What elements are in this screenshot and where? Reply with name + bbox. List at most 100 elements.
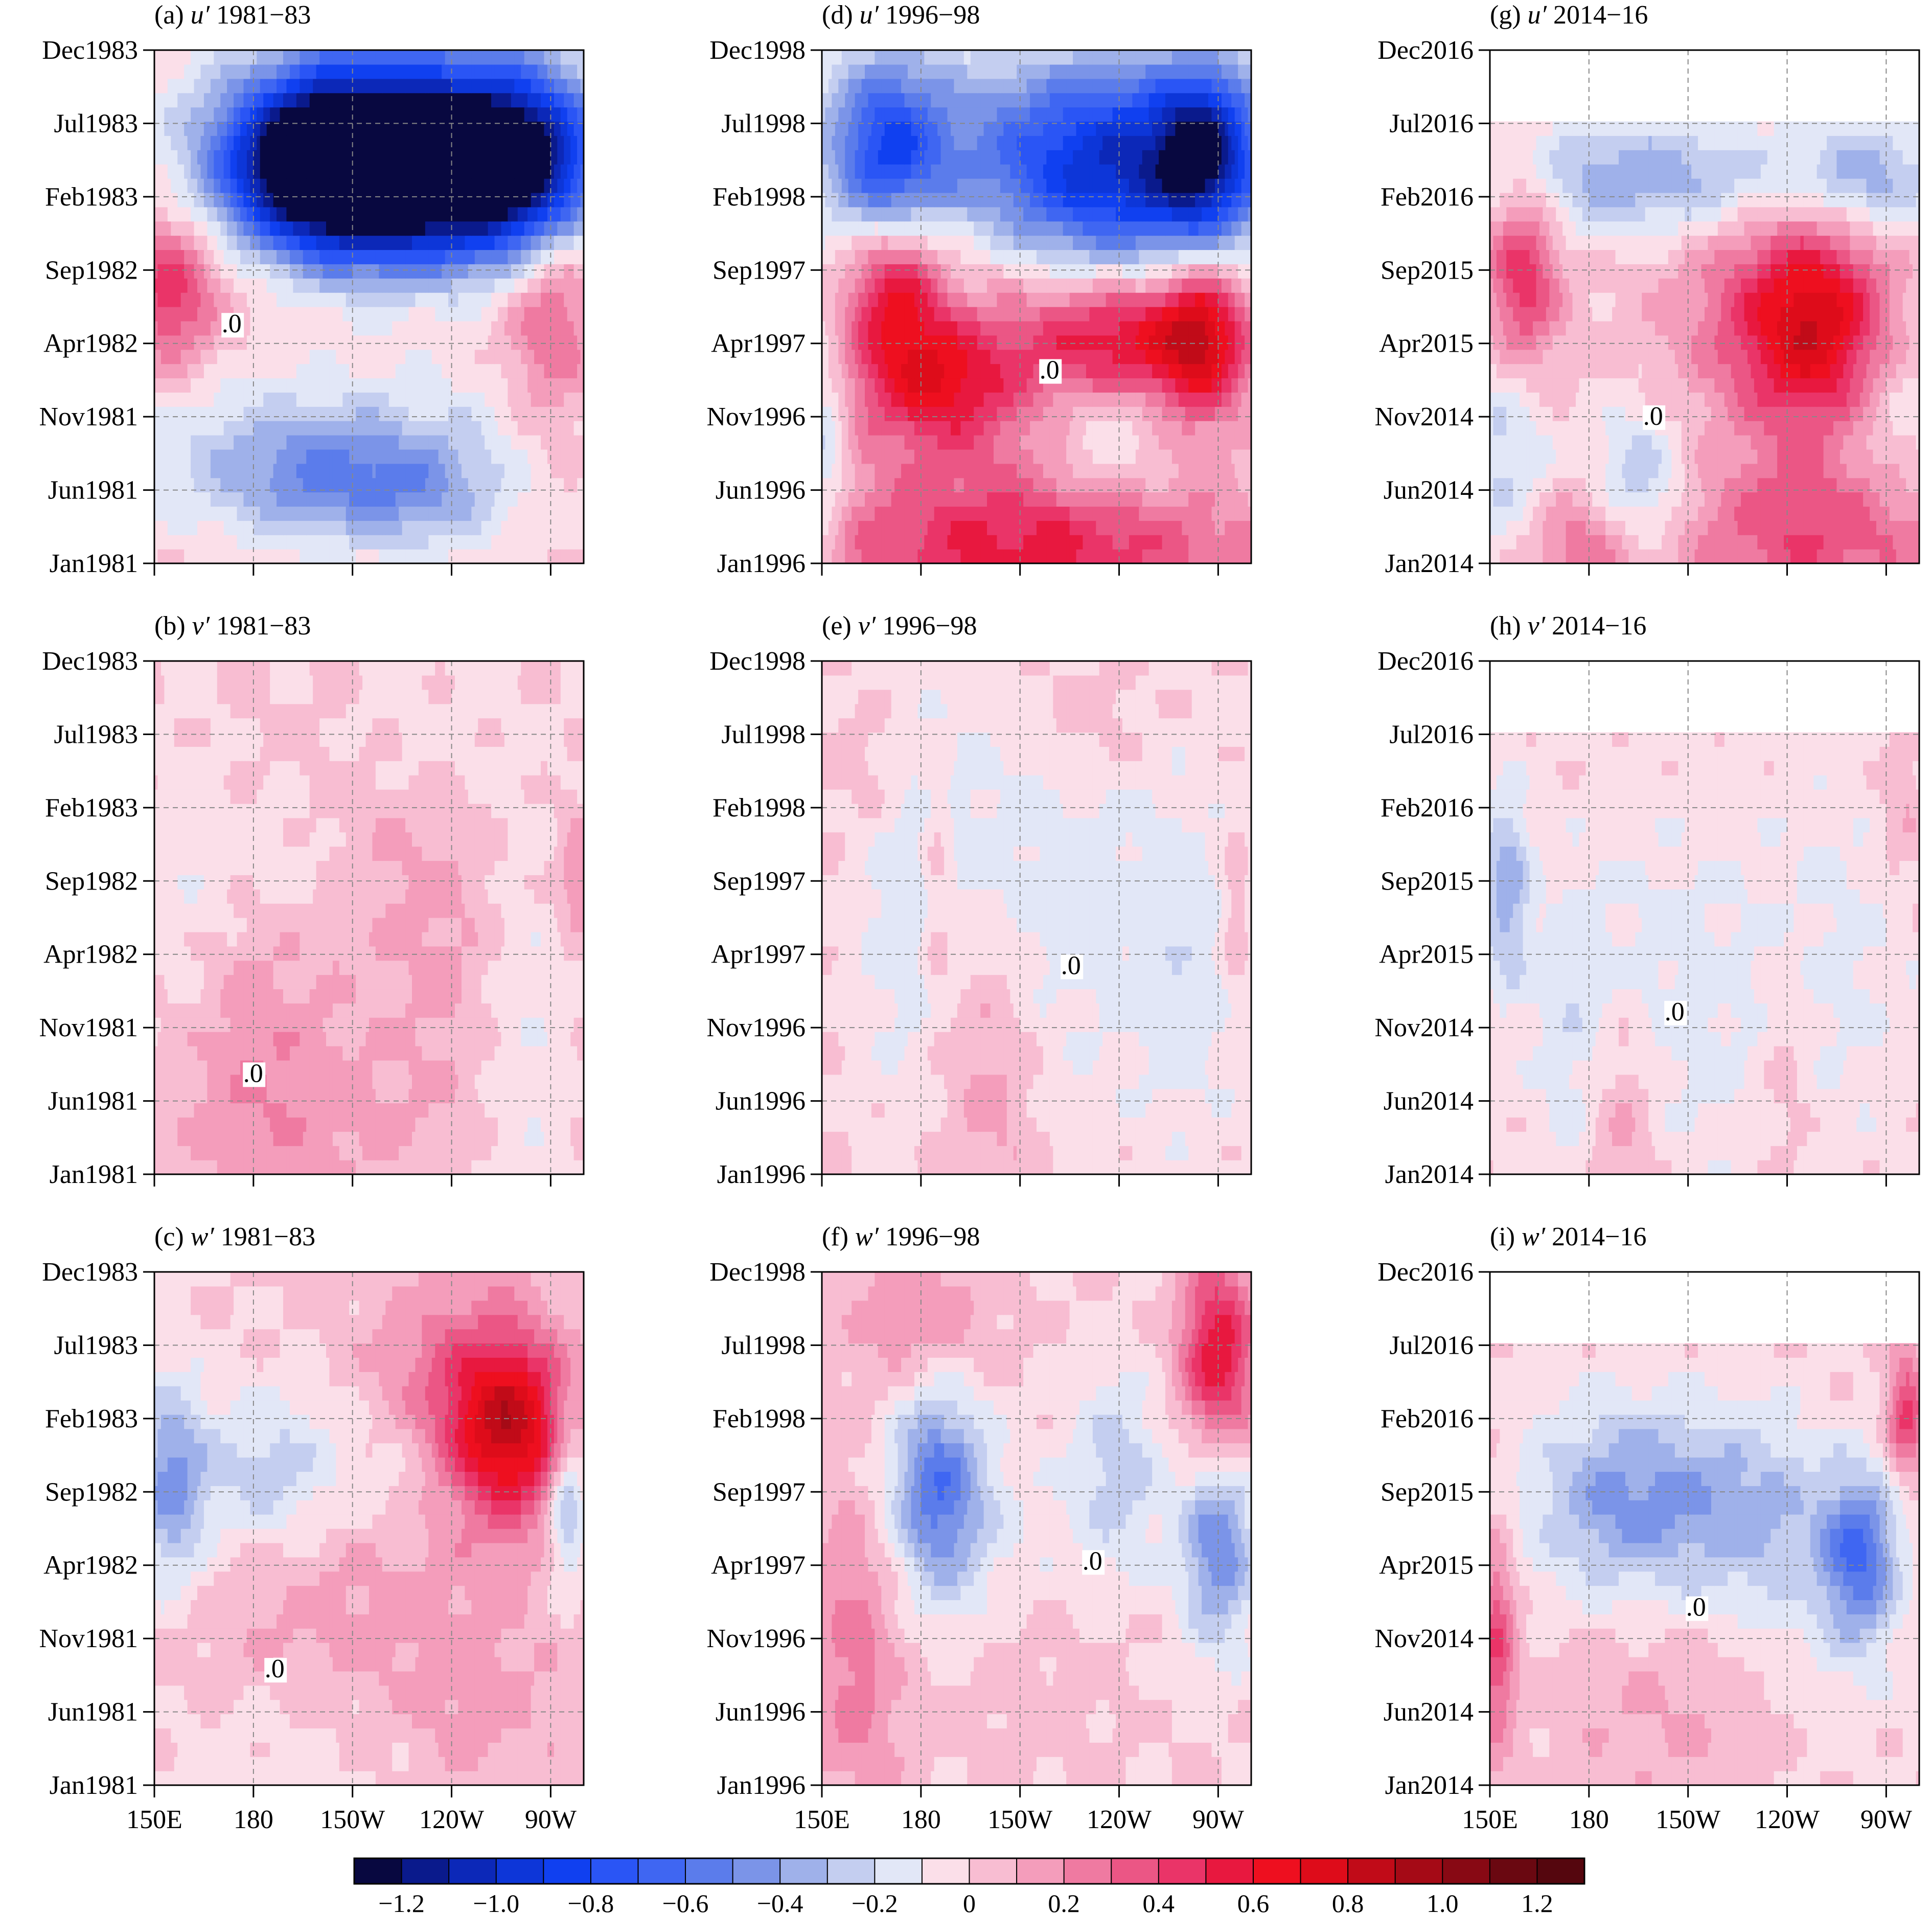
heatmap-cell — [316, 506, 320, 521]
heatmap-cell — [422, 249, 426, 264]
heatmap-cell — [243, 421, 247, 436]
heatmap-cell — [200, 307, 204, 322]
heatmap-cell — [372, 449, 376, 464]
heatmap-cell — [303, 435, 307, 450]
heatmap-cell — [210, 321, 214, 336]
heatmap-cell — [260, 435, 264, 450]
heatmap-cell — [901, 535, 905, 550]
heatmap-cell — [560, 50, 564, 65]
heatmap-cell — [359, 221, 363, 236]
heatmap-cell — [164, 221, 168, 236]
heatmap-cell — [442, 378, 446, 393]
heatmap-cell — [504, 164, 508, 179]
heatmap-cell — [541, 178, 545, 193]
heatmap-cell — [494, 78, 498, 94]
heatmap-cell — [246, 463, 250, 478]
heatmap-cell — [412, 135, 416, 150]
heatmap-cell — [418, 477, 422, 493]
heatmap-cell — [217, 435, 221, 450]
heatmap-cell — [451, 164, 455, 179]
heatmap-cell — [481, 406, 485, 421]
heatmap-cell — [1013, 549, 1017, 564]
heatmap-cell — [234, 335, 238, 350]
heatmap-cell — [521, 278, 525, 293]
heatmap-cell — [280, 150, 284, 165]
heatmap-cell — [1020, 535, 1024, 550]
heatmap-cell — [428, 449, 432, 464]
heatmap-cell — [349, 392, 353, 407]
heatmap-cell — [352, 435, 356, 450]
heatmap-cell — [326, 135, 330, 150]
heatmap-cell — [191, 121, 195, 136]
heatmap-cell — [230, 506, 234, 521]
heatmap-cell — [243, 449, 247, 464]
heatmap-cell — [339, 121, 343, 136]
heatmap-cell — [527, 50, 532, 65]
heatmap-cell — [442, 78, 446, 94]
heatmap-cell — [342, 321, 347, 336]
heatmap-cell — [263, 435, 267, 450]
heatmap-cell — [431, 520, 435, 535]
heatmap-cell — [319, 278, 324, 293]
heatmap-cell — [425, 107, 429, 122]
heatmap-cell — [580, 164, 584, 179]
heatmap-cell — [197, 121, 201, 136]
heatmap-cell — [478, 150, 482, 165]
heatmap-cell — [554, 50, 558, 65]
heatmap-cell — [435, 492, 439, 507]
heatmap-cell — [382, 93, 386, 108]
heatmap-cell — [171, 435, 175, 450]
heatmap-cell — [524, 463, 528, 478]
heatmap-cell — [234, 78, 238, 94]
heatmap-cell — [250, 463, 254, 478]
heatmap-cell — [243, 107, 247, 122]
heatmap-cell — [1037, 535, 1041, 550]
heatmap-cell — [422, 278, 426, 293]
heatmap-cell — [485, 435, 489, 450]
heatmap-cell — [359, 278, 363, 293]
heatmap-cell — [319, 449, 324, 464]
heatmap-cell — [332, 107, 336, 122]
heatmap-cell — [234, 235, 238, 250]
heatmap-cell — [458, 292, 462, 307]
heatmap-cell — [379, 421, 383, 436]
heatmap-cell — [491, 107, 495, 122]
heatmap-cell — [342, 64, 347, 79]
heatmap-cell — [266, 50, 270, 65]
heatmap-cell — [1017, 549, 1021, 564]
heatmap-cell — [207, 363, 211, 379]
heatmap-cell — [375, 477, 379, 493]
heatmap-cell — [223, 135, 227, 150]
heatmap-cell — [180, 292, 185, 307]
heatmap-cell — [508, 549, 512, 564]
heatmap-cell — [372, 50, 376, 65]
heatmap-cell — [461, 349, 465, 364]
heatmap-cell — [511, 93, 515, 108]
heatmap-cell — [498, 535, 502, 550]
heatmap-cell — [177, 264, 181, 279]
heatmap-cell — [537, 164, 541, 179]
heatmap-cell — [177, 121, 181, 136]
heatmap-cell — [323, 492, 327, 507]
heatmap-cell — [191, 535, 195, 550]
heatmap-cell — [455, 549, 459, 564]
heatmap-cell — [277, 192, 281, 208]
heatmap-cell — [498, 264, 502, 279]
heatmap-cell — [154, 335, 158, 350]
heatmap-cell — [422, 392, 426, 407]
heatmap-cell — [171, 421, 175, 436]
y-tick-label: Dec1983 — [42, 36, 138, 65]
heatmap-cell — [270, 406, 274, 421]
heatmap-cell — [293, 249, 297, 264]
heatmap-cell — [296, 535, 300, 550]
heatmap-cell — [303, 349, 307, 364]
heatmap-cell — [164, 292, 168, 307]
heatmap-cell — [395, 164, 399, 179]
heatmap-cell — [560, 78, 564, 94]
heatmap-cell — [405, 150, 409, 165]
heatmap-cell — [227, 292, 231, 307]
heatmap-cell — [485, 93, 489, 108]
heatmap-cell — [349, 135, 353, 150]
heatmap-cell — [494, 178, 498, 193]
heatmap-cell — [223, 50, 227, 65]
